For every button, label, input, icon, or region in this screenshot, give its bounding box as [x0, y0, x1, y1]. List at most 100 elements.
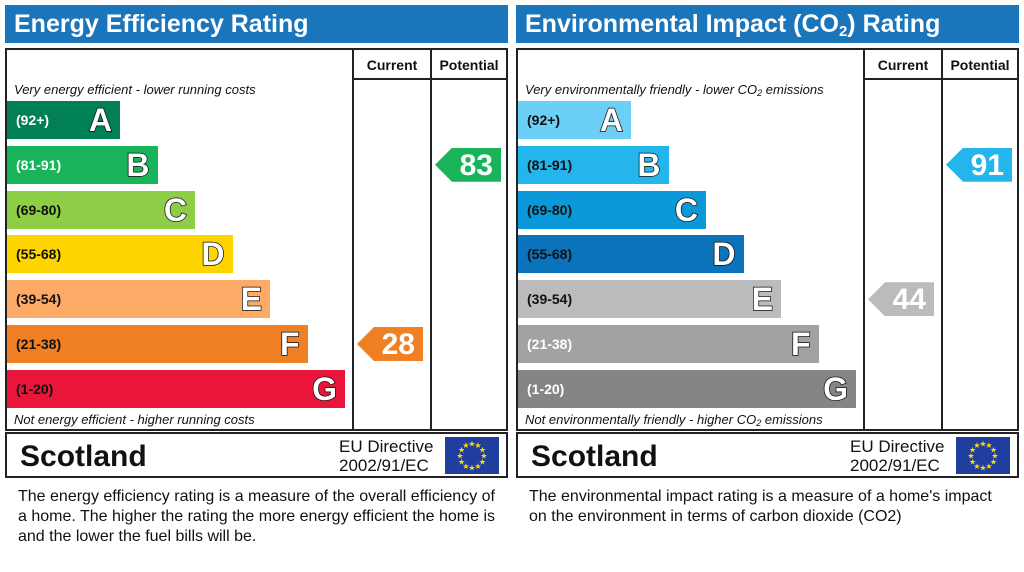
flag-star: ★: [474, 462, 481, 471]
band-range: (21-38): [16, 336, 62, 352]
band-letter: C: [674, 191, 699, 229]
flag-star: ★: [458, 458, 465, 467]
band-range: (92+): [16, 112, 50, 128]
flag-star: ★: [973, 462, 980, 471]
column-divider: [863, 50, 865, 429]
band-letter: G: [822, 370, 848, 408]
directive-line2: 2002/91/EC: [339, 456, 429, 475]
band-e: (39-54) E: [518, 280, 781, 319]
band-c: (69-80) C: [518, 190, 706, 229]
band-f: (21-38) F: [7, 325, 308, 363]
band-e: (39-54) E: [7, 280, 270, 319]
flag-star: ★: [973, 441, 980, 450]
flag-star: ★: [991, 452, 998, 461]
band-letter: A: [599, 101, 624, 139]
directive-line1: EU Directive: [339, 437, 434, 456]
region-label: Scotland: [20, 440, 147, 473]
flag-star: ★: [456, 452, 463, 461]
flag-star: ★: [468, 440, 475, 449]
flag-star: ★: [969, 458, 976, 467]
energy-potential-arrow: 83: [435, 147, 501, 182]
flag-star: ★: [458, 446, 465, 455]
band-letter: E: [751, 280, 774, 318]
directive-line2: 2002/91/EC: [850, 456, 940, 475]
band-b: (81-91) B: [7, 145, 158, 184]
eu-flag-icon: ★ ★ ★ ★ ★ ★ ★ ★ ★ ★ ★ ★: [445, 437, 499, 474]
environment-description: The environmental impact rating is a mea…: [529, 488, 992, 525]
flag-star: ★: [474, 441, 481, 450]
band-c: (69-80) C: [7, 190, 195, 229]
band-range: (39-54): [527, 291, 573, 308]
band-d: (55-68) D: [7, 235, 233, 274]
flag-star: ★: [969, 446, 976, 455]
band-a: (92+) A: [7, 101, 120, 139]
band-letter: F: [279, 325, 300, 363]
band-range: (69-80): [16, 201, 62, 218]
band-letter: B: [637, 146, 662, 184]
band-range: (55-68): [16, 246, 62, 263]
flag-star: ★: [985, 441, 992, 450]
environment-chart-title: Environmental Impact (CO2) Rating: [516, 5, 1019, 43]
environment-potential-value: 91: [970, 148, 1004, 182]
energy-potential-value: 83: [459, 148, 493, 182]
band-letter: B: [126, 146, 151, 184]
current-column-header: Current: [877, 57, 929, 73]
band-g: (1-20) G: [518, 369, 856, 408]
environment-potential-arrow: 91: [946, 147, 1012, 182]
energy-efficiency-panel: Energy Efficiency Rating Current Potenti…: [5, 0, 508, 572]
flag-star: ★: [479, 446, 486, 455]
potential-column-header: Potential: [950, 57, 1010, 73]
region-label: Scotland: [531, 440, 658, 473]
energy-current-arrow: 28: [357, 327, 423, 361]
eu-flag-icon: ★ ★ ★ ★ ★ ★ ★ ★ ★ ★ ★ ★: [956, 437, 1010, 474]
column-divider: [430, 50, 432, 429]
bottom-note: Not environmentally friendly - higher CO…: [525, 412, 823, 428]
directive-line1: EU Directive: [850, 437, 945, 456]
band-a: (92+) A: [518, 101, 631, 139]
environment-footer: Scotland EU Directive 2002/91/EC ★ ★ ★ ★ ★ ★ ★…: [516, 432, 1019, 478]
band-range: (69-80): [527, 201, 573, 218]
flag-star: ★: [462, 462, 469, 471]
column-divider: [941, 50, 943, 429]
band-d: (55-68) D: [518, 235, 744, 274]
environmental-impact-panel: Environmental Impact (CO2) Rating Curren…: [516, 0, 1019, 572]
band-b: (81-91) B: [518, 145, 669, 184]
band-f: (21-38) F: [518, 325, 819, 363]
band-range: (81-91): [527, 156, 573, 173]
bottom-note: Not energy efficient - higher running co…: [14, 412, 255, 427]
flag-star: ★: [979, 464, 986, 473]
flag-star: ★: [990, 446, 997, 455]
band-range: (1-20): [527, 380, 565, 397]
band-letter: G: [311, 370, 337, 408]
header-divider: [352, 78, 506, 80]
flag-star: ★: [479, 458, 486, 467]
flag-star: ★: [468, 464, 475, 473]
environment-current-arrow: 44: [868, 282, 934, 317]
flag-star: ★: [985, 462, 992, 471]
band-range: (92+): [527, 112, 561, 128]
band-range: (81-91): [16, 156, 62, 173]
potential-column-header: Potential: [439, 57, 499, 73]
environment-chart-box: Current Potential Very environmentally f…: [516, 48, 1019, 431]
band-range: (21-38): [527, 336, 573, 352]
header-divider: [863, 78, 1017, 80]
flag-star: ★: [990, 458, 997, 467]
energy-description: The energy efficiency rating is a measur…: [18, 488, 496, 545]
energy-current-value: 28: [381, 328, 415, 361]
top-note: Very environmentally friendly - lower CO…: [525, 82, 824, 98]
top-note: Very energy efficient - lower running co…: [14, 82, 256, 97]
band-range: (1-20): [16, 380, 54, 397]
band-letter: E: [240, 280, 263, 318]
energy-footer: Scotland EU Directive 2002/91/EC ★ ★ ★ ★ ★ ★ ★…: [5, 432, 508, 478]
flag-star: ★: [480, 452, 487, 461]
band-g: (1-20) G: [7, 369, 345, 408]
current-column-header: Current: [366, 57, 418, 73]
band-range: (39-54): [16, 291, 62, 308]
band-range: (55-68): [527, 246, 573, 263]
flag-star: ★: [462, 441, 469, 450]
band-letter: D: [201, 236, 226, 274]
energy-chart-box: Current Potential Very energy efficient …: [5, 48, 508, 431]
flag-star: ★: [979, 440, 986, 449]
column-divider: [352, 50, 354, 429]
energy-chart-title: Energy Efficiency Rating: [5, 5, 508, 43]
